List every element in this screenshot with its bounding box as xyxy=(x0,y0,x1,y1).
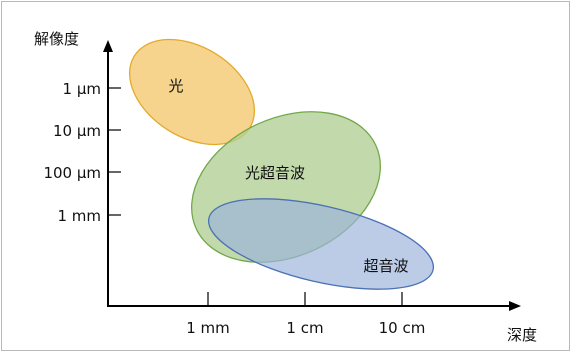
y-tick-label: 1 μm xyxy=(63,80,101,98)
region-ultrasound-ellipse xyxy=(207,198,435,290)
region-light-label: 光 xyxy=(168,77,183,95)
y-tick-label: 10 μm xyxy=(53,122,101,140)
y-tick-label: 1 mm xyxy=(57,207,101,225)
x-tick-label: 10 cm xyxy=(379,319,426,337)
y-tick-label: 100 μm xyxy=(43,164,101,182)
y-axis-label: 解像度 xyxy=(34,30,79,48)
regions xyxy=(128,38,435,290)
y-tick-marks xyxy=(108,87,121,216)
y-axis-arrow xyxy=(103,40,113,52)
axes xyxy=(107,50,511,307)
x-axis-arrow xyxy=(509,301,521,311)
region-ultrasound-label: 超音波 xyxy=(363,257,408,275)
x-axis-label: 深度 xyxy=(507,326,537,344)
region-photoacoustic-label: 光超音波 xyxy=(245,164,305,182)
x-tick-label: 1 cm xyxy=(286,319,323,337)
x-tick-label: 1 mm xyxy=(186,319,230,337)
x-tick-marks xyxy=(207,292,403,306)
